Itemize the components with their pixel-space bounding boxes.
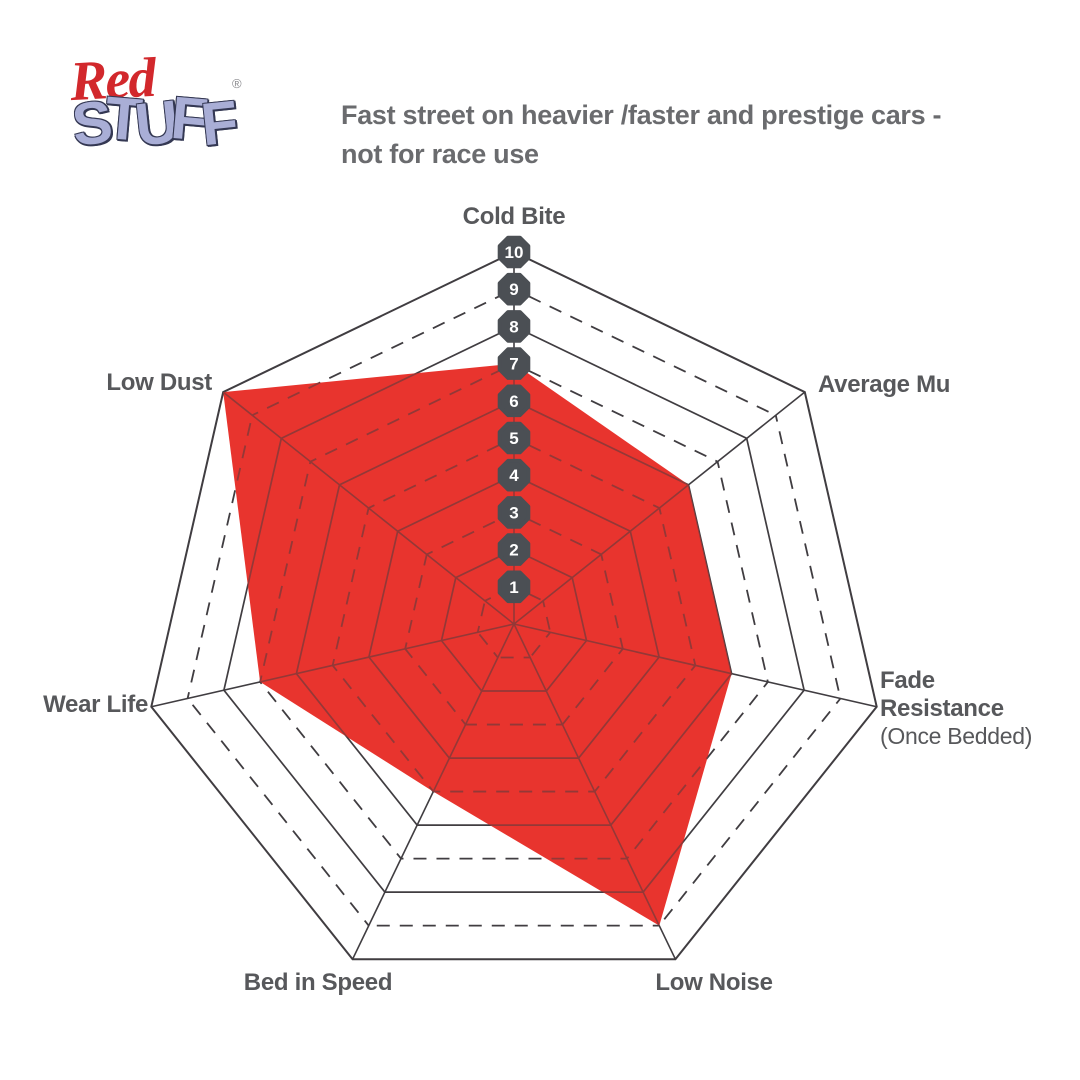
- scale-badge-6: 6: [497, 384, 531, 418]
- scale-badge-octagon: [497, 458, 531, 492]
- grid-ring-dashed-9: [658, 697, 842, 927]
- axis-label-text: Resistance: [880, 695, 1004, 722]
- scale-badge-number: 8: [509, 317, 518, 336]
- axis-label-text: Wear Life: [43, 691, 148, 718]
- scale-badge-1: 1: [497, 570, 531, 604]
- scale-badge-10: 10: [497, 235, 531, 269]
- scale-badge-octagon: [497, 347, 531, 380]
- axis-label-text: Bed in Speed: [244, 969, 392, 996]
- scale-badges: 1 2 3 4 5 6 7 8 9 10: [497, 235, 531, 604]
- grid-ring-dashed-9: [186, 415, 254, 699]
- axis-label-wear-life: Wear Life: [43, 691, 148, 718]
- axis-label-low-noise: Low Noise: [655, 969, 773, 996]
- scale-badge-number: 7: [509, 355, 518, 374]
- scale-badge-octagon: [497, 496, 531, 529]
- scale-badge-2: 2: [497, 533, 531, 566]
- scale-badge-octagon: [497, 310, 531, 343]
- axis-label-cold-bite: Cold Bite: [463, 203, 566, 230]
- grid-ring-dashed-7: [716, 461, 769, 683]
- axis-label-text: Low Dust: [106, 369, 212, 396]
- chart-subtitle: Fast street on heavier /faster and prest…: [341, 96, 942, 174]
- chart-subtitle-line2: not for race use: [341, 139, 539, 169]
- axis-label-text: Low Noise: [655, 969, 772, 996]
- axis-label-text: Cold Bite: [463, 203, 566, 230]
- axis-label-bed-in-speed: Bed in Speed: [244, 969, 393, 996]
- scale-badge-number: 4: [509, 466, 519, 485]
- grid-ring-dashed-7: [513, 362, 718, 463]
- data-polygon-redstuff: [223, 363, 732, 926]
- scale-badge-9: 9: [497, 272, 531, 306]
- grid-ring-solid-10: [150, 250, 878, 961]
- scale-badge-number: 3: [509, 503, 518, 522]
- scale-badge-number: 6: [509, 392, 518, 411]
- scale-badge-number: 2: [509, 541, 518, 560]
- trademark-symbol: ®: [232, 76, 242, 91]
- scale-badge-octagon: [497, 384, 531, 418]
- scale-badge-octagon: [497, 235, 531, 269]
- scale-badge-number: 10: [505, 243, 524, 262]
- scale-badge-number: 5: [509, 429, 518, 448]
- scale-badge-5: 5: [497, 421, 531, 455]
- grid-ring-dashed-9: [186, 697, 370, 927]
- scale-badge-octagon: [497, 421, 531, 455]
- grid-ring-dashed-9: [774, 415, 842, 699]
- scale-badge-number: 9: [509, 280, 518, 299]
- scale-badge-octagon: [497, 272, 531, 306]
- axis-sublabel-text: (Once Bedded): [880, 723, 1032, 749]
- scale-badge-4: 4: [497, 458, 531, 492]
- axis-label-average-mu: Average Mu: [818, 371, 950, 398]
- scale-badge-3: 3: [497, 496, 531, 529]
- axis-label-low-dust: Low Dust: [106, 369, 212, 396]
- scale-badge-octagon: [497, 533, 531, 566]
- scale-badge-number: 1: [509, 578, 518, 597]
- scale-badge-octagon: [497, 570, 531, 604]
- grid-ring-dashed-9: [513, 288, 777, 417]
- chart-subtitle-line1: Fast street on heavier /faster and prest…: [341, 100, 942, 130]
- scale-badge-7: 7: [497, 347, 531, 380]
- scale-badge-8: 8: [497, 310, 531, 343]
- grid-ring-dashed-7: [259, 681, 402, 860]
- axis-label-text: Average Mu: [818, 371, 950, 398]
- redstuff-logo: Red ® STUFF: [64, 47, 274, 190]
- axis-label-text: Fade: [880, 667, 935, 694]
